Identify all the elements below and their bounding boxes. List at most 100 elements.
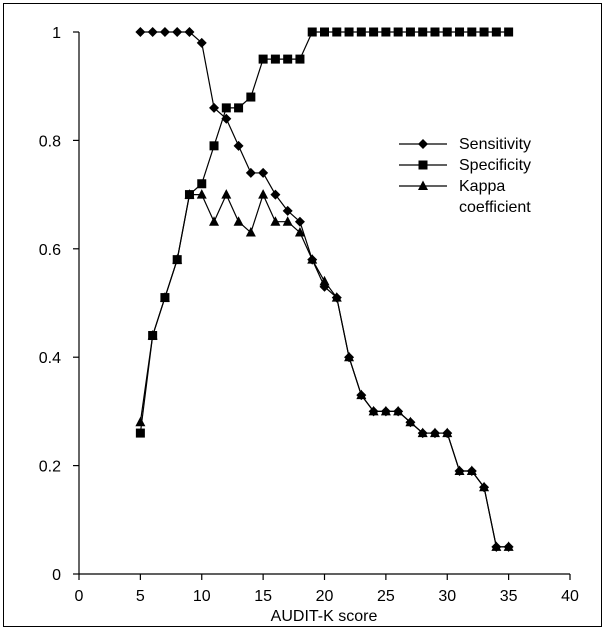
sensitivity-point (184, 27, 195, 37)
legend-label: Sensitivity (459, 136, 531, 153)
kappa-coefficient-point (172, 254, 183, 264)
specificity-point (455, 27, 465, 37)
sensitivity-point (147, 27, 158, 37)
kappa-coefficient-point (233, 216, 244, 226)
sensitivity-point (294, 216, 305, 227)
kappa-coefficient-point (184, 189, 195, 199)
specificity-point (209, 141, 219, 151)
kappa-coefficient-point (442, 427, 453, 438)
x-axis-ticks: 0 5 10 15 20 25 30 35 40 (75, 574, 579, 605)
sensitivity-point (159, 27, 170, 37)
sensitivity-point (245, 167, 256, 178)
sensitivity-point (172, 27, 183, 37)
legend-item-sensitivity: Sensitivity (399, 136, 531, 153)
specificity-point (135, 428, 145, 438)
legend-label: Kappa coefficient (459, 178, 531, 216)
kappa-coefficient-point (503, 541, 514, 551)
kappa-coefficient-point (466, 465, 477, 476)
x-tick-label: 5 (136, 588, 145, 605)
legend-item-kappa-coefficient: Kappa coefficient (399, 178, 531, 216)
specificity-point (320, 27, 329, 37)
specificity-point (197, 179, 207, 189)
sensitivity-point (135, 27, 146, 37)
kappa-coefficient-point (159, 292, 170, 302)
x-tick-label: 30 (438, 588, 456, 605)
kappa-coefficient-point (270, 216, 281, 226)
x-axis-label: AUDIT-K score (271, 608, 378, 625)
kappa-coefficient-point (368, 405, 379, 416)
sensitivity-point (209, 102, 220, 113)
kappa-coefficient-point (393, 405, 404, 416)
specificity-point (467, 27, 477, 37)
y-tick-label: 0 (52, 567, 61, 584)
x-tick-label: 25 (377, 588, 395, 605)
specificity-point (307, 27, 317, 37)
y-tick-label: 0.8 (39, 133, 61, 150)
specificity-point (246, 92, 256, 102)
specificity-point (504, 27, 514, 37)
kappa-coefficient-point (380, 405, 391, 416)
legend-label: Specificity (459, 157, 531, 174)
kappa-coefficient-point (209, 216, 220, 226)
kappa-coefficient-point (454, 465, 465, 476)
kappa-coefficient-point (344, 351, 355, 362)
specificity-point (234, 103, 244, 113)
specificity-point (258, 54, 268, 64)
kappa-coefficient-point (429, 427, 440, 438)
kappa-coefficient-line (139, 194, 509, 548)
specificity-point (430, 27, 440, 37)
specificity-point (295, 54, 305, 64)
specificity-point (479, 27, 489, 37)
kappa-coefficient-point (331, 292, 342, 302)
legend: Sensitivity Specificity Kappa coefficient (399, 136, 531, 216)
sensitivity-point (282, 205, 293, 216)
legend-marker (418, 139, 428, 149)
specificity-line (139, 31, 509, 434)
kappa-coefficient-point (282, 216, 293, 226)
specificity-point (381, 27, 391, 37)
kappa-coefficient-point (258, 189, 269, 199)
kappa-coefficient-point (405, 416, 416, 427)
specificity-point (283, 54, 293, 64)
specificity-point (332, 27, 342, 37)
kappa-coefficient-point (245, 227, 256, 237)
kappa-coefficient-point (307, 254, 318, 264)
x-tick-label: 35 (500, 588, 518, 605)
chart-frame: 0 5 10 15 20 25 30 35 40 0 0.2 0.4 0.6 0.8 1 AUDIT-K … (3, 3, 602, 627)
specificity-point (356, 27, 366, 37)
series-layer (135, 27, 514, 552)
x-tick-label: 0 (75, 588, 84, 605)
legend-item-specificity: Specificity (399, 157, 531, 174)
specificity-point (369, 27, 379, 37)
y-tick-label: 1 (52, 25, 61, 42)
plot-area: 0 5 10 15 20 25 30 35 40 0 0.2 0.4 0.6 0.8 1 (39, 25, 579, 605)
specificity-point (221, 103, 231, 113)
legend-marker (418, 180, 428, 190)
y-tick-label: 0.2 (39, 459, 61, 476)
x-tick-label: 15 (254, 588, 272, 605)
specificity-point (418, 27, 428, 37)
specificity-point (442, 27, 452, 37)
kappa-coefficient-point (479, 481, 490, 492)
sensitivity-point (233, 140, 244, 151)
sensitivity-point (270, 189, 281, 200)
kappa-coefficient-point (491, 541, 502, 551)
kappa-coefficient-point (417, 427, 428, 438)
specificity-point (405, 27, 415, 37)
sensitivity-point (258, 167, 269, 178)
kappa-coefficient-point (196, 189, 207, 199)
kappa-coefficient-point (147, 330, 158, 340)
y-axis-ticks: 0 0.2 0.4 0.6 0.8 1 (39, 25, 79, 584)
kappa-coefficient-point (294, 227, 305, 237)
kappa-coefficient-point (319, 275, 330, 286)
specificity-point (344, 27, 354, 37)
y-tick-label: 0.6 (39, 242, 61, 259)
line-chart: 0 5 10 15 20 25 30 35 40 0 0.2 0.4 0.6 0.8 1 AUDIT-K … (39, 25, 579, 625)
series-kappa-coefficient (135, 189, 514, 551)
x-tick-label: 10 (193, 588, 211, 605)
legend-marker (418, 160, 428, 170)
x-tick-label: 20 (316, 588, 334, 605)
specificity-point (270, 54, 280, 64)
specificity-point (491, 27, 501, 37)
kappa-coefficient-point (221, 189, 232, 199)
